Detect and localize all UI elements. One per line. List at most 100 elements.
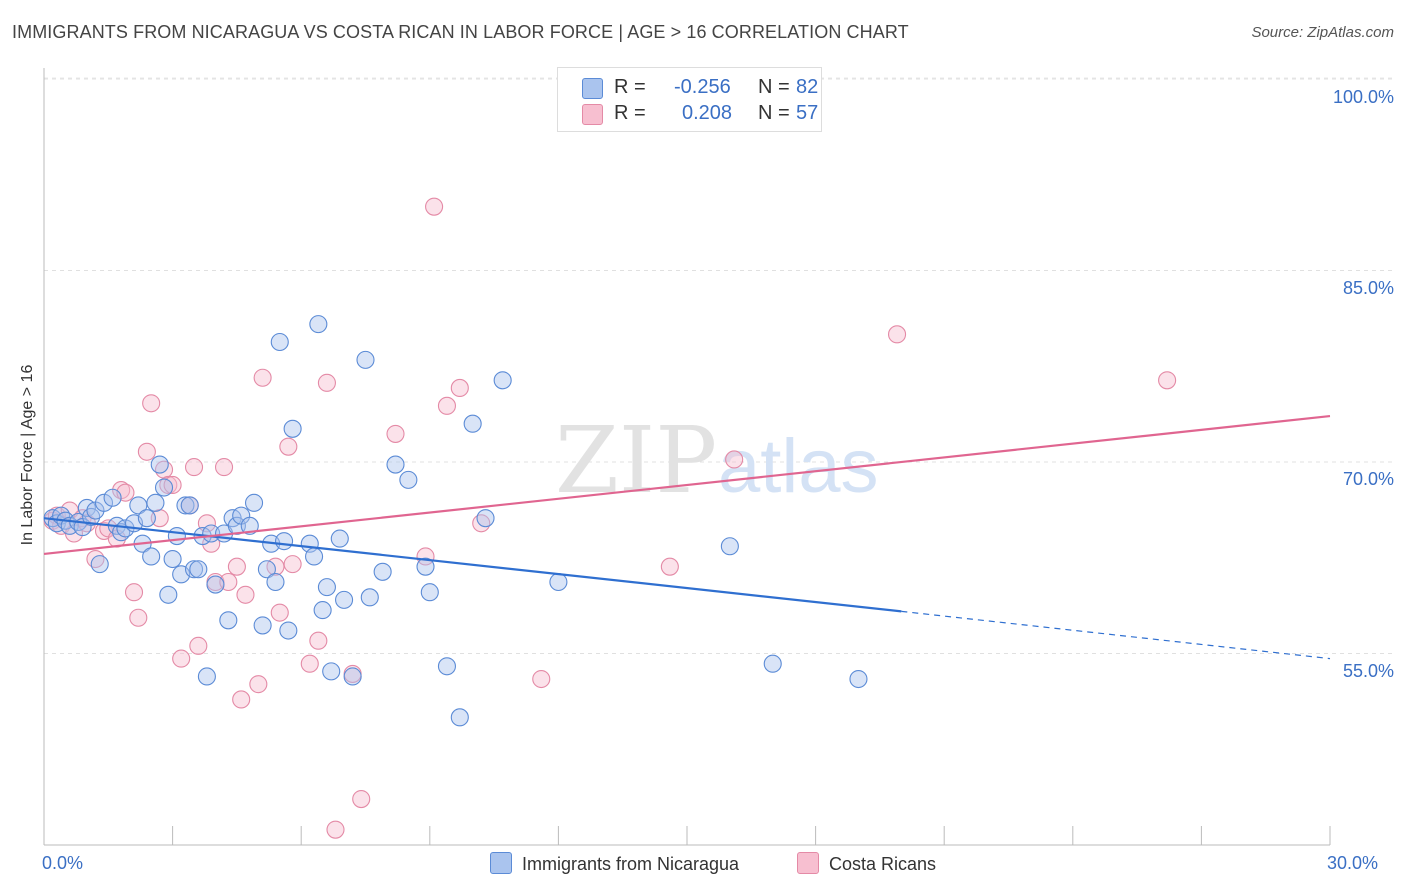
nicaragua-point bbox=[309, 315, 328, 334]
correlation-legend: R = -0.256 N = 82 R = 0.208 N = 57 bbox=[557, 67, 822, 132]
nicaragua-point bbox=[493, 371, 512, 390]
bottom-legend-nicaragua: Immigrants from Nicaragua bbox=[490, 852, 739, 875]
nicaragua-point bbox=[180, 496, 199, 515]
costa-rican-point bbox=[189, 636, 208, 655]
nicaragua-point bbox=[463, 414, 482, 433]
nicaragua-point bbox=[94, 493, 114, 512]
nicaragua-point bbox=[266, 572, 285, 592]
nicaragua-point bbox=[356, 350, 375, 369]
source-credit: Source: ZipAtlas.com bbox=[1251, 24, 1394, 41]
nicaragua-point bbox=[163, 549, 182, 569]
nicaragua-point bbox=[253, 616, 272, 635]
costa-rican-point bbox=[317, 373, 336, 392]
legend-r-label: R = bbox=[614, 102, 646, 124]
costa-rican-point bbox=[725, 450, 744, 469]
costa-rican-point bbox=[253, 368, 272, 387]
costa-rican-point bbox=[450, 378, 469, 398]
nicaragua-point bbox=[313, 601, 332, 620]
nicaragua-point bbox=[154, 478, 174, 497]
nicaragua-point bbox=[317, 578, 336, 597]
nicaragua-point bbox=[90, 555, 109, 574]
nicaragua-point bbox=[416, 557, 435, 576]
nicaragua-point bbox=[176, 496, 195, 515]
nicaragua-point bbox=[437, 657, 456, 676]
costa-rican-point bbox=[437, 396, 456, 415]
nicaragua-point bbox=[219, 611, 238, 630]
bottom-legend-costa-rican: Costa Ricans bbox=[797, 852, 936, 875]
costa-rican-point bbox=[532, 669, 551, 689]
legend-r-value: 0.208 bbox=[682, 102, 733, 124]
costa-rican-point bbox=[227, 557, 246, 576]
nicaragua-point bbox=[257, 560, 276, 579]
chart-title: IMMIGRANTS FROM NICARAGUA VS COSTA RICAN… bbox=[12, 22, 909, 42]
nicaragua-point bbox=[720, 537, 739, 556]
nicaragua-point bbox=[184, 560, 204, 579]
costa-rican-point bbox=[887, 325, 907, 344]
nicaragua-point bbox=[335, 590, 354, 609]
nicaragua-point bbox=[763, 654, 782, 673]
costa-rican-point bbox=[124, 583, 144, 602]
costa-rican-point bbox=[352, 789, 371, 809]
legend-swatch-costa-rican bbox=[582, 104, 603, 125]
nicaragua-point bbox=[137, 509, 156, 528]
costa-rican-point bbox=[236, 585, 255, 604]
legend-r-value: -0.256 bbox=[674, 76, 731, 98]
nicaragua-point bbox=[343, 667, 362, 686]
x-tick-label: 0.0% bbox=[42, 853, 84, 873]
bottom-legend-swatch-nicaragua bbox=[490, 852, 512, 874]
costa-rican-point bbox=[326, 820, 345, 839]
nicaragua-point bbox=[142, 547, 161, 566]
costa-rican-point bbox=[386, 424, 405, 443]
nicaragua-point bbox=[399, 470, 418, 489]
legend-n-label: N = bbox=[758, 102, 790, 124]
nicaragua-point bbox=[244, 493, 264, 512]
costa-rican-point bbox=[142, 394, 161, 413]
nicaragua-point bbox=[330, 529, 349, 548]
nicaragua-point bbox=[197, 667, 216, 686]
y-tick-label: 85.0% bbox=[1342, 278, 1394, 298]
legend-n-value: 82 bbox=[796, 76, 819, 98]
nicaragua-point bbox=[159, 585, 178, 604]
nicaragua-point bbox=[240, 516, 259, 535]
nicaragua-point bbox=[103, 488, 122, 507]
nicaragua-point bbox=[283, 419, 302, 438]
costa-rican-point bbox=[184, 458, 204, 477]
nicaragua-point bbox=[206, 575, 225, 594]
bottom-legend-label: Costa Ricans bbox=[829, 854, 937, 874]
nicaragua-point bbox=[549, 572, 568, 592]
costa-rican-point bbox=[232, 690, 251, 709]
costa-rican-point bbox=[300, 654, 319, 673]
nicaragua-point bbox=[420, 583, 439, 602]
nicaragua-point bbox=[322, 662, 341, 681]
x-tick-label: 30.0% bbox=[1327, 853, 1379, 873]
y-tick-label: 100.0% bbox=[1332, 87, 1394, 107]
costa-rican-point bbox=[309, 631, 328, 650]
costa-rican-point bbox=[279, 437, 298, 456]
nicaragua-point bbox=[150, 455, 169, 474]
legend-r-label: R = bbox=[614, 76, 646, 98]
bottom-legend-label: Immigrants from Nicaragua bbox=[522, 854, 740, 874]
nicaragua-point bbox=[476, 509, 495, 528]
legend-n-value: 57 bbox=[796, 102, 819, 124]
legend-n-label: N = bbox=[758, 76, 790, 98]
costa-rican-point bbox=[270, 603, 289, 622]
costa-rican-trend-line bbox=[43, 414, 1331, 556]
legend-swatch-nicaragua bbox=[582, 78, 603, 99]
bottom-legend-swatch-costa-rican bbox=[797, 852, 819, 874]
nicaragua-point bbox=[373, 562, 392, 581]
y-tick-label: 55.0% bbox=[1342, 661, 1394, 681]
nicaragua-point bbox=[386, 455, 405, 474]
nicaragua-point bbox=[275, 532, 294, 551]
costa-rican-point bbox=[283, 555, 302, 574]
watermark-zip: ZIP bbox=[555, 407, 717, 514]
costa-rican-point bbox=[214, 458, 234, 477]
nicaragua-point bbox=[849, 669, 868, 689]
costa-rican-point bbox=[425, 197, 444, 216]
costa-rican-point bbox=[129, 608, 148, 627]
nicaragua-point bbox=[167, 526, 186, 546]
nicaragua-trend-line bbox=[43, 517, 902, 613]
costa-rican-point bbox=[660, 557, 679, 576]
costa-rican-point bbox=[172, 649, 191, 668]
nicaragua-point bbox=[305, 547, 324, 566]
